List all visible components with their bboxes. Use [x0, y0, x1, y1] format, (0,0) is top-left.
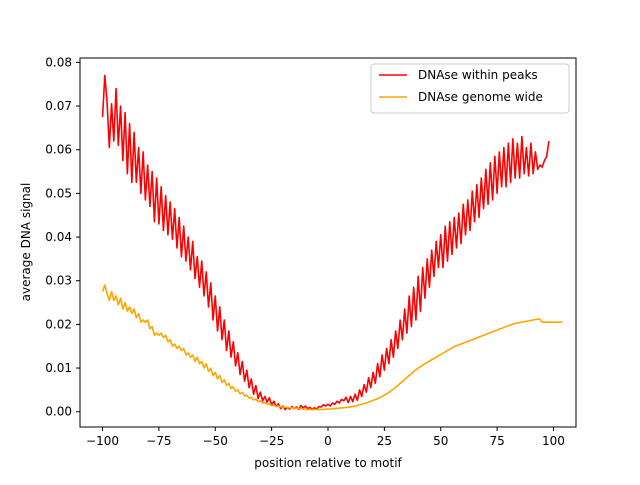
y-tick-label: 0.08 [45, 55, 72, 69]
y-tick-label: 0.00 [45, 405, 72, 419]
y-tick-label: 0.02 [45, 317, 72, 331]
y-tick-label: 0.05 [45, 186, 72, 200]
legend-box [370, 63, 570, 114]
y-tick-label: 0.03 [45, 274, 72, 288]
y-tick-label: 0.06 [45, 143, 72, 157]
y-axis-label: average DNA signal [19, 183, 33, 302]
y-tick-label: 0.01 [45, 361, 72, 375]
legend-label-dnase-within-peaks: DNAse within peaks [418, 68, 538, 82]
x-tick-label: −75 [146, 434, 171, 448]
y-tick-label: 0.04 [45, 230, 72, 244]
x-tick-label: 75 [489, 434, 504, 448]
legend: DNAse within peaks DNAse genome wide [370, 63, 570, 114]
x-tick-label: 25 [377, 434, 392, 448]
y-tick-label: 0.07 [45, 99, 72, 113]
x-axis-label: position relative to motif [254, 456, 402, 470]
ticks-layer: −100 −75 −50 −25 0 25 50 75 100 0.00 0.01 0.02 0.03 0… [45, 55, 565, 448]
series-line-dnase-within-peaks [101, 74, 550, 411]
x-tick-label: −25 [259, 434, 284, 448]
x-tick-label: 100 [542, 434, 565, 448]
series-layer [101, 74, 563, 411]
x-tick-label: −50 [203, 434, 228, 448]
legend-label-dnase-genome-wide: DNAse genome wide [418, 90, 543, 104]
series-line-dnase-genome-wide [101, 284, 563, 411]
x-tick-label: 50 [433, 434, 448, 448]
x-tick-label: 0 [324, 434, 332, 448]
x-tick-label: −100 [86, 434, 119, 448]
